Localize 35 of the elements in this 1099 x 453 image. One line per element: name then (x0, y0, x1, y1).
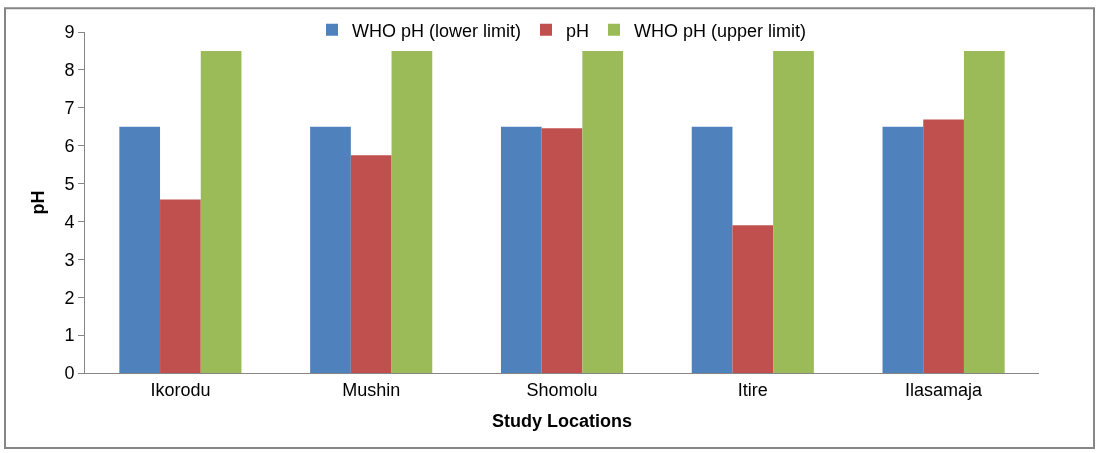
bar (350, 155, 392, 373)
bar (882, 126, 924, 373)
y-tick-label: 9 (64, 22, 75, 43)
legend-label: WHO pH (upper limit) (634, 20, 807, 41)
y-tick-label: 1 (64, 325, 75, 346)
y-tick-label: 6 (64, 135, 75, 156)
y-tick-label: 8 (64, 60, 75, 81)
y-axis-title: pH (27, 190, 48, 215)
legend-label: WHO pH (lower limit) (352, 20, 521, 41)
bar (160, 199, 201, 373)
bar (923, 119, 964, 373)
bar (582, 50, 624, 373)
y-tick-label: 4 (64, 211, 75, 232)
bar (310, 126, 351, 373)
y-tick-label: 0 (64, 363, 75, 384)
bar (963, 50, 1005, 373)
x-tick-label: Itire (737, 379, 768, 400)
bar (691, 126, 733, 373)
y-tick-label: 5 (64, 173, 75, 194)
x-tick-label: Mushin (342, 379, 401, 400)
bar (391, 50, 433, 373)
y-tick-label: 2 (64, 287, 75, 308)
bar (732, 225, 774, 373)
y-tick-label: 3 (64, 249, 75, 270)
x-tick-label: Ikorodu (150, 379, 211, 400)
y-tick-label: 7 (64, 98, 75, 119)
bar (200, 50, 242, 373)
bar (500, 126, 542, 373)
legend-label: pH (566, 20, 590, 41)
x-axis-title: Study Locations (491, 410, 633, 431)
bar (773, 50, 814, 373)
bar (119, 126, 161, 373)
x-tick-label: Shomolu (526, 379, 598, 400)
bar (541, 128, 583, 373)
x-tick-label: Ilasamaja (905, 379, 984, 400)
